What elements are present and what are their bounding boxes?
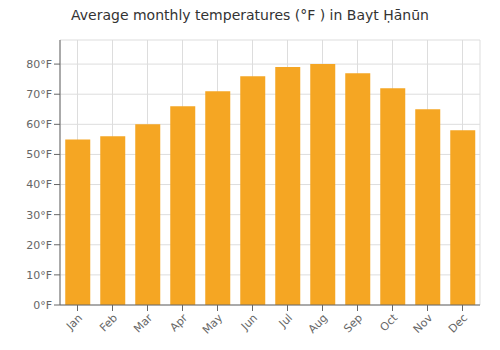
svg-text:Sep: Sep — [341, 311, 365, 335]
svg-text:10°F: 10°F — [26, 269, 52, 282]
svg-text:0°F: 0°F — [33, 299, 52, 312]
svg-text:20°F: 20°F — [26, 239, 52, 252]
svg-text:80°F: 80°F — [26, 58, 52, 71]
svg-text:60°F: 60°F — [26, 118, 52, 131]
svg-text:Nov: Nov — [411, 311, 436, 336]
svg-text:Dec: Dec — [446, 311, 470, 335]
svg-text:30°F: 30°F — [26, 209, 52, 222]
svg-text:70°F: 70°F — [26, 88, 52, 101]
svg-text:Mar: Mar — [131, 311, 155, 335]
svg-text:Aug: Aug — [306, 311, 330, 335]
svg-text:Jun: Jun — [238, 311, 260, 333]
svg-text:Oct: Oct — [377, 311, 400, 334]
svg-text:Feb: Feb — [97, 311, 120, 334]
svg-text:Jul: Jul — [276, 311, 295, 330]
html-text:Average monthly temperatures (: Average monthly temperatures (°F ) in Ba… — [71, 7, 429, 23]
svg-text:40°F: 40°F — [26, 178, 52, 191]
svg-text:May: May — [200, 311, 226, 337]
svg-text:50°F: 50°F — [26, 148, 52, 161]
svg-text:Apr: Apr — [167, 311, 190, 334]
svg-text:Jan: Jan — [63, 311, 85, 333]
